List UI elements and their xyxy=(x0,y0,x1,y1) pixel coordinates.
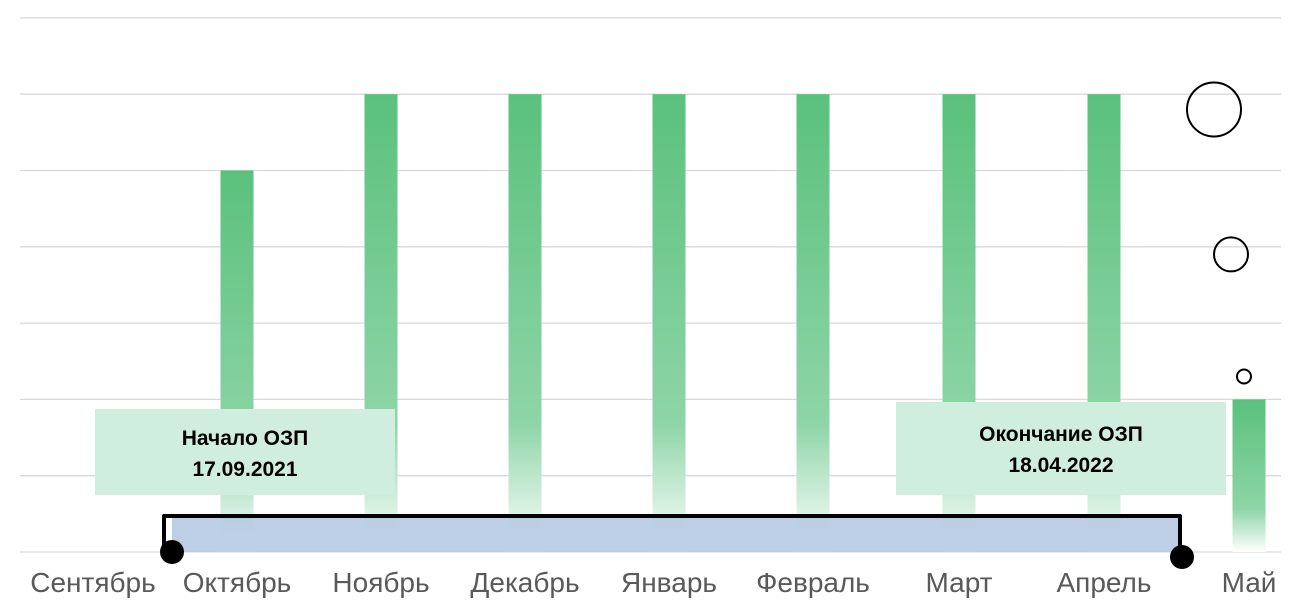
circle-marker xyxy=(1186,81,1242,138)
x-tick-label: Декабрь xyxy=(470,567,579,598)
period-marker xyxy=(160,514,1194,569)
x-tick-label: Апрель xyxy=(1057,567,1152,598)
x-tick-label: Май xyxy=(1222,567,1277,598)
x-axis-labels: Сентябрь Октябрь Ноябрь Декабрь Январь Феврал… xyxy=(30,567,1276,598)
start-callout-date: 17.09.2021 xyxy=(192,458,297,481)
bar xyxy=(508,94,542,552)
x-tick-label: Сентябрь xyxy=(30,567,155,598)
period-band xyxy=(172,516,1182,552)
circle-marker xyxy=(1213,236,1249,273)
circle-markers xyxy=(1186,81,1252,385)
circle-marker xyxy=(1236,368,1252,385)
end-callout: Окончание ОЗП 18.04.2022 xyxy=(896,402,1226,495)
bar xyxy=(796,94,830,552)
end-callout-date: 18.04.2022 xyxy=(1008,454,1113,477)
start-callout: Начало ОЗП 17.09.2021 xyxy=(95,409,395,495)
end-callout-box xyxy=(896,402,1226,495)
bar xyxy=(1232,399,1266,552)
x-tick-label: Октябрь xyxy=(183,567,292,598)
callouts: Начало ОЗП 17.09.2021 Окончание ОЗП 18.0… xyxy=(95,402,1226,495)
x-tick-label: Февраль xyxy=(756,567,870,598)
bar xyxy=(652,94,686,552)
x-tick-label: Март xyxy=(926,567,993,598)
period-bracket xyxy=(162,514,1182,554)
x-tick-label: Январь xyxy=(621,567,717,598)
end-callout-label: Окончание ОЗП xyxy=(979,423,1143,446)
period-end-dot xyxy=(1170,545,1194,569)
start-callout-label: Начало ОЗП xyxy=(182,427,309,450)
x-tick-label: Ноябрь xyxy=(332,567,429,598)
start-callout-box xyxy=(95,409,395,495)
period-start-dot xyxy=(160,540,184,564)
